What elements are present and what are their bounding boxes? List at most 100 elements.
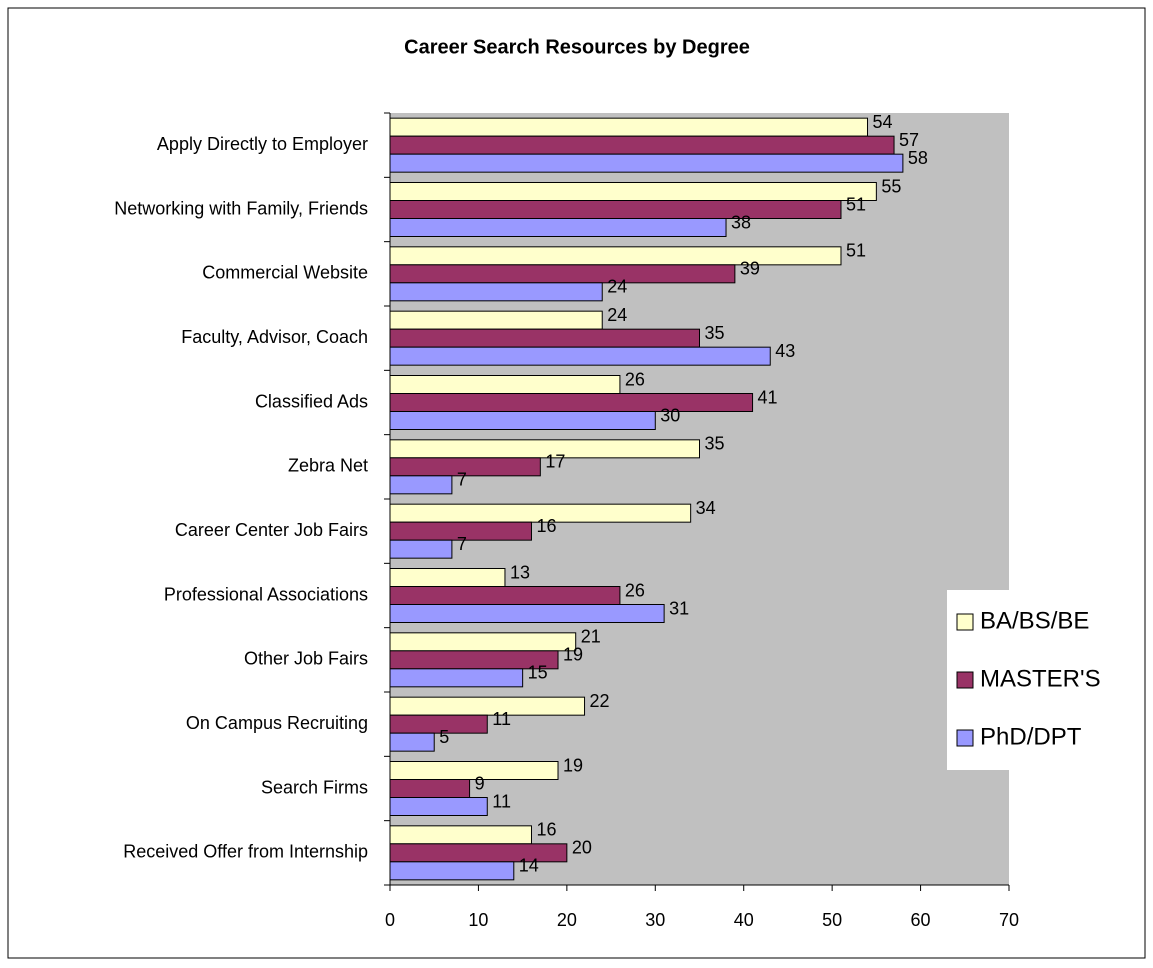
data-label: 9 [475, 773, 485, 793]
bar [389, 457, 541, 477]
bar [389, 282, 603, 302]
legend-label: BA/BS/BE [980, 607, 1089, 634]
data-label: 19 [563, 645, 583, 665]
data-label: 7 [457, 470, 467, 490]
data-label: 35 [705, 434, 725, 454]
y-tick-label: Other Job Fairs [244, 649, 368, 669]
data-label: 13 [510, 562, 530, 582]
data-label: 51 [846, 241, 866, 261]
x-tick-label: 30 [645, 910, 665, 930]
bar [389, 825, 532, 845]
data-label: 19 [563, 755, 583, 775]
data-label: 14 [519, 856, 539, 876]
y-tick-label: Classified Ads [255, 391, 368, 411]
legend-swatch [956, 729, 974, 747]
data-label: 30 [660, 405, 680, 425]
data-label: 5 [439, 727, 449, 747]
data-label: 55 [881, 176, 901, 196]
bar [389, 117, 869, 137]
bar [389, 182, 877, 201]
bar [389, 439, 700, 459]
bar [389, 135, 895, 155]
data-label: 51 [846, 194, 866, 214]
x-tick-label: 20 [557, 910, 577, 930]
data-label: 35 [705, 323, 725, 343]
legend [947, 590, 1143, 770]
y-tick-label: Faculty, Advisor, Coach [181, 327, 368, 347]
data-label: 54 [873, 112, 893, 132]
bar [389, 696, 586, 716]
bar [389, 375, 621, 394]
bar [389, 632, 577, 652]
legend-swatch [956, 671, 974, 689]
data-label: 26 [625, 369, 645, 389]
data-label: 7 [457, 534, 467, 554]
data-label: 21 [581, 627, 601, 647]
data-label: 15 [528, 663, 548, 683]
bar [389, 218, 727, 237]
chart-title: Career Search Resources by Degree [404, 36, 750, 58]
data-label: 17 [545, 452, 565, 472]
y-tick-label: Commercial Website [202, 263, 368, 283]
x-tick-label: 0 [385, 910, 395, 930]
data-label: 16 [536, 820, 556, 840]
data-label: 20 [572, 838, 592, 858]
y-tick-label: Career Center Job Fairs [175, 520, 368, 540]
data-label: 24 [607, 305, 627, 325]
bar [389, 604, 665, 623]
bar [389, 779, 471, 798]
bar [389, 521, 532, 541]
legend-swatch [956, 613, 974, 631]
x-tick-label: 40 [734, 910, 754, 930]
data-label: 58 [908, 148, 928, 168]
bar [389, 797, 488, 816]
bar [389, 200, 842, 219]
data-label: 34 [696, 498, 716, 518]
bar [389, 393, 754, 412]
data-label: 26 [625, 580, 645, 600]
bar [389, 153, 904, 173]
bar [389, 714, 488, 734]
data-label: 16 [536, 516, 556, 536]
bar [389, 761, 559, 780]
y-tick-label: Networking with Family, Friends [114, 198, 368, 218]
y-tick-label: Apply Directly to Employer [157, 134, 368, 154]
bar [389, 539, 453, 559]
data-label: 31 [669, 598, 689, 618]
data-label: 57 [899, 130, 919, 150]
data-label: 41 [758, 387, 778, 407]
bar [389, 346, 771, 366]
data-label: 24 [607, 277, 627, 297]
bar [389, 246, 842, 266]
bar [389, 503, 692, 523]
data-label: 11 [492, 709, 511, 729]
bar [389, 310, 603, 330]
bar [389, 843, 568, 863]
x-tick-label: 70 [999, 910, 1019, 930]
plot-area [390, 113, 1009, 885]
x-tick-label: 50 [822, 910, 842, 930]
data-label: 22 [590, 691, 610, 711]
bar [389, 328, 700, 348]
bar [389, 411, 656, 430]
x-tick-label: 10 [468, 910, 488, 930]
bar [389, 475, 453, 495]
data-label: 39 [740, 259, 760, 279]
bar [389, 568, 506, 587]
data-label: 11 [492, 791, 511, 811]
y-tick-label: On Campus Recruiting [186, 713, 368, 733]
y-tick-label: Professional Associations [164, 584, 368, 604]
x-tick-label: 60 [911, 910, 931, 930]
y-tick-label: Zebra Net [288, 456, 368, 476]
bar [389, 586, 621, 605]
bar [389, 668, 524, 688]
data-label: 38 [731, 212, 751, 232]
bar [389, 732, 435, 752]
legend-label: MASTER'S [980, 665, 1101, 692]
legend-label: PhD/DPT [980, 723, 1082, 750]
data-label: 43 [775, 341, 795, 361]
bar [389, 264, 736, 284]
y-tick-label: Search Firms [261, 777, 368, 797]
y-tick-label: Received Offer from Internship [123, 842, 368, 862]
